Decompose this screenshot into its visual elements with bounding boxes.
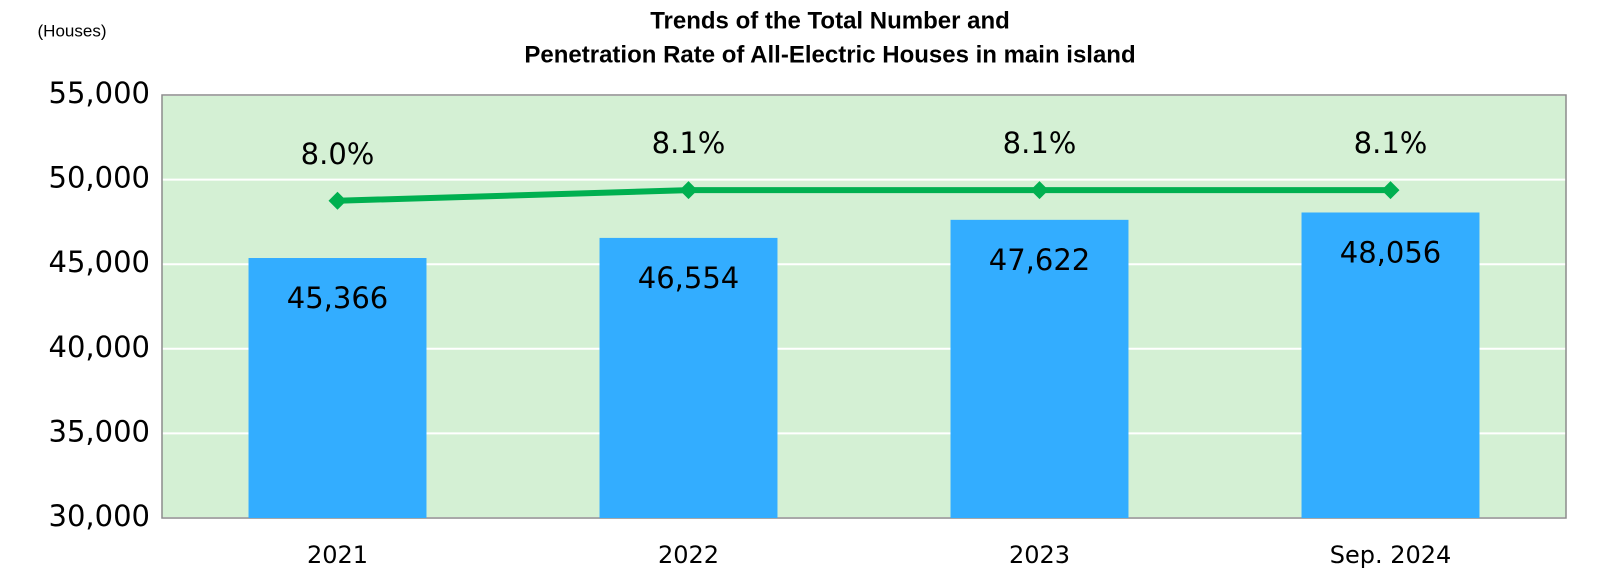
bar-value-label: 47,622	[989, 243, 1090, 277]
chart-title: Trends of the Total Number and	[650, 7, 1010, 34]
line-value-label: 8.1%	[1354, 126, 1428, 160]
bar	[599, 237, 778, 519]
line-marker	[1030, 181, 1049, 200]
bar-value-label: 48,056	[1340, 235, 1441, 269]
y-tick-label: 30,000	[49, 499, 150, 533]
x-tick-label: 2022	[658, 541, 719, 569]
bar-value-label: 46,554	[638, 261, 739, 295]
bar	[1301, 212, 1480, 518]
y-axis-label: (Houses)	[38, 21, 107, 40]
y-tick-label: 40,000	[49, 330, 150, 364]
bar	[248, 258, 427, 518]
plot-border	[161, 94, 1567, 519]
line-marker	[328, 191, 347, 210]
line-value-label: 8.0%	[301, 137, 375, 171]
x-tick-label: 2023	[1009, 541, 1070, 569]
y-tick-label: 50,000	[49, 161, 150, 195]
bar	[950, 219, 1129, 518]
line-marker	[1381, 181, 1400, 200]
line-marker	[679, 181, 698, 200]
y-tick-label: 55,000	[49, 76, 150, 110]
line-value-label: 8.1%	[652, 126, 726, 160]
line	[337, 187, 1391, 204]
bar-value-label: 45,366	[287, 281, 388, 315]
y-tick-label: 35,000	[49, 414, 150, 448]
chart-title: Penetration Rate of All-Electric Houses …	[524, 41, 1135, 68]
y-tick-label: 45,000	[49, 245, 150, 279]
line-value-label: 8.1%	[1003, 126, 1077, 160]
x-tick-label: 2021	[307, 541, 368, 569]
x-tick-label: Sep. 2024	[1330, 541, 1452, 569]
